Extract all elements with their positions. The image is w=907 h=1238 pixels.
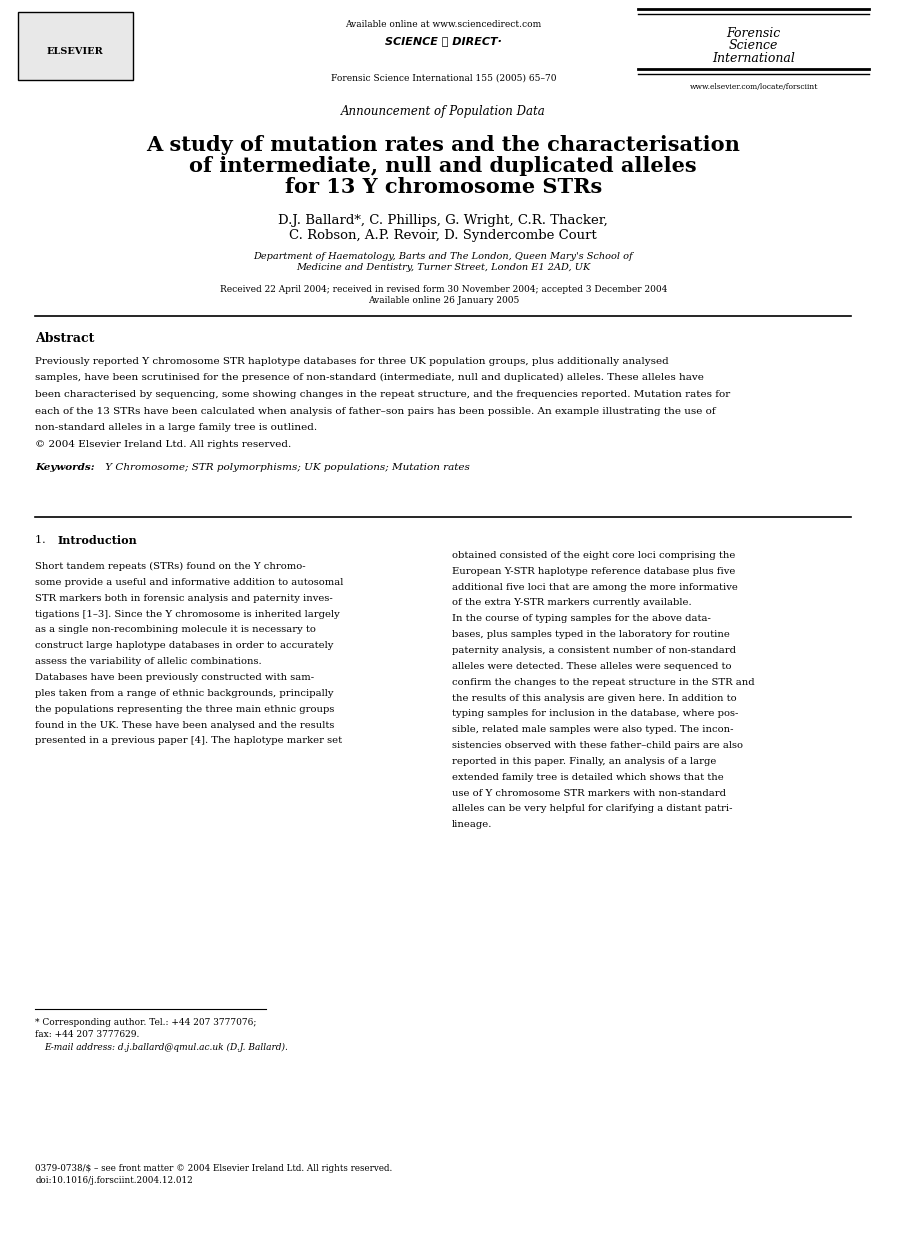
Text: obtained consisted of the eight core loci comprising the: obtained consisted of the eight core loc… bbox=[453, 551, 736, 560]
Text: sible, related male samples were also typed. The incon-: sible, related male samples were also ty… bbox=[453, 725, 734, 734]
Text: Available online at www.sciencedirect.com: Available online at www.sciencedirect.co… bbox=[346, 20, 541, 30]
Text: as a single non-recombining molecule it is necessary to: as a single non-recombining molecule it … bbox=[35, 625, 317, 634]
Text: each of the 13 STRs have been calculated when analysis of father–son pairs has b: each of the 13 STRs have been calculated… bbox=[35, 406, 717, 416]
Text: reported in this paper. Finally, an analysis of a large: reported in this paper. Finally, an anal… bbox=[453, 756, 717, 766]
Text: ples taken from a range of ethnic backgrounds, principally: ples taken from a range of ethnic backgr… bbox=[35, 688, 334, 698]
Text: typing samples for inclusion in the database, where pos-: typing samples for inclusion in the data… bbox=[453, 709, 738, 718]
Text: D.J. Ballard*, C. Phillips, G. Wright, C.R. Thacker,: D.J. Ballard*, C. Phillips, G. Wright, C… bbox=[278, 214, 609, 227]
Text: International: International bbox=[712, 52, 795, 64]
Text: Previously reported Y chromosome STR haplotype databases for three UK population: Previously reported Y chromosome STR hap… bbox=[35, 357, 669, 365]
Text: C. Robson, A.P. Revoir, D. Syndercombe Court: C. Robson, A.P. Revoir, D. Syndercombe C… bbox=[289, 229, 597, 241]
Text: Medicine and Dentistry, Turner Street, London E1 2AD, UK: Medicine and Dentistry, Turner Street, L… bbox=[297, 262, 590, 272]
Text: fax: +44 207 3777629.: fax: +44 207 3777629. bbox=[35, 1030, 140, 1039]
Text: the results of this analysis are given here. In addition to: the results of this analysis are given h… bbox=[453, 693, 736, 702]
Text: Abstract: Abstract bbox=[35, 332, 95, 345]
Text: been characterised by sequencing, some showing changes in the repeat structure, : been characterised by sequencing, some s… bbox=[35, 390, 731, 399]
Text: Science: Science bbox=[729, 40, 778, 52]
Text: sistencies observed with these father–child pairs are also: sistencies observed with these father–ch… bbox=[453, 742, 743, 750]
Text: Introduction: Introduction bbox=[58, 535, 137, 546]
Text: use of Y chromosome STR markers with non-standard: use of Y chromosome STR markers with non… bbox=[453, 789, 727, 797]
Text: samples, have been scrutinised for the presence of non-standard (intermediate, n: samples, have been scrutinised for the p… bbox=[35, 374, 705, 383]
Text: confirm the changes to the repeat structure in the STR and: confirm the changes to the repeat struct… bbox=[453, 677, 755, 687]
Text: © 2004 Elsevier Ireland Ltd. All rights reserved.: © 2004 Elsevier Ireland Ltd. All rights … bbox=[35, 439, 292, 449]
Text: bases, plus samples typed in the laboratory for routine: bases, plus samples typed in the laborat… bbox=[453, 630, 730, 639]
Text: alleles can be very helpful for clarifying a distant patri-: alleles can be very helpful for clarifyi… bbox=[453, 805, 733, 813]
Text: additional five loci that are among the more informative: additional five loci that are among the … bbox=[453, 583, 738, 592]
Text: paternity analysis, a consistent number of non-standard: paternity analysis, a consistent number … bbox=[453, 646, 736, 655]
Text: Keywords:: Keywords: bbox=[35, 463, 95, 472]
Text: Short tandem repeats (STRs) found on the Y chromo-: Short tandem repeats (STRs) found on the… bbox=[35, 562, 306, 571]
Text: of intermediate, null and duplicated alleles: of intermediate, null and duplicated all… bbox=[190, 156, 697, 176]
Text: In the course of typing samples for the above data-: In the course of typing samples for the … bbox=[453, 614, 711, 623]
Text: SCIENCE ⓓ DIRECT·: SCIENCE ⓓ DIRECT· bbox=[385, 36, 502, 46]
Text: 1.: 1. bbox=[35, 535, 54, 545]
Text: for 13 Y chromosome STRs: for 13 Y chromosome STRs bbox=[285, 177, 602, 197]
Text: * Corresponding author. Tel.: +44 207 3777076;: * Corresponding author. Tel.: +44 207 37… bbox=[35, 1018, 257, 1026]
Text: construct large haplotype databases in order to accurately: construct large haplotype databases in o… bbox=[35, 641, 334, 650]
Text: extended family tree is detailed which shows that the: extended family tree is detailed which s… bbox=[453, 773, 724, 781]
Text: found in the UK. These have been analysed and the results: found in the UK. These have been analyse… bbox=[35, 721, 335, 729]
Text: presented in a previous paper [4]. The haplotype marker set: presented in a previous paper [4]. The h… bbox=[35, 737, 343, 745]
Text: ELSEVIER: ELSEVIER bbox=[47, 47, 103, 57]
Text: assess the variability of allelic combinations.: assess the variability of allelic combin… bbox=[35, 657, 262, 666]
Text: Announcement of Population Data: Announcement of Population Data bbox=[341, 105, 546, 118]
Text: Received 22 April 2004; received in revised form 30 November 2004; accepted 3 De: Received 22 April 2004; received in revi… bbox=[219, 285, 667, 295]
Text: doi:10.1016/j.forsciint.2004.12.012: doi:10.1016/j.forsciint.2004.12.012 bbox=[35, 1176, 193, 1185]
Text: tigations [1–3]. Since the Y chromosome is inherited largely: tigations [1–3]. Since the Y chromosome … bbox=[35, 609, 340, 619]
Text: of the extra Y-STR markers currently available.: of the extra Y-STR markers currently ava… bbox=[453, 598, 692, 608]
FancyBboxPatch shape bbox=[18, 12, 133, 80]
Text: Forensic Science International 155 (2005) 65–70: Forensic Science International 155 (2005… bbox=[330, 73, 556, 83]
Text: Databases have been previously constructed with sam-: Databases have been previously construct… bbox=[35, 673, 315, 682]
Text: European Y-STR haplotype reference database plus five: European Y-STR haplotype reference datab… bbox=[453, 567, 736, 576]
Text: A study of mutation rates and the characterisation: A study of mutation rates and the charac… bbox=[146, 135, 740, 155]
Text: www.elsevier.com/locate/forsciint: www.elsevier.com/locate/forsciint bbox=[689, 83, 818, 90]
Text: some provide a useful and informative addition to autosomal: some provide a useful and informative ad… bbox=[35, 578, 344, 587]
Text: E-mail address: d.j.ballard@qmul.ac.uk (D.J. Ballard).: E-mail address: d.j.ballard@qmul.ac.uk (… bbox=[44, 1042, 288, 1051]
Text: Available online 26 January 2005: Available online 26 January 2005 bbox=[367, 296, 519, 306]
Text: STR markers both in forensic analysis and paternity inves-: STR markers both in forensic analysis an… bbox=[35, 594, 333, 603]
Text: the populations representing the three main ethnic groups: the populations representing the three m… bbox=[35, 704, 335, 713]
Text: Y Chromosome; STR polymorphisms; UK populations; Mutation rates: Y Chromosome; STR polymorphisms; UK popu… bbox=[102, 463, 470, 472]
Text: Forensic: Forensic bbox=[727, 27, 781, 40]
Text: Department of Haematology, Barts and The London, Queen Mary's School of: Department of Haematology, Barts and The… bbox=[253, 251, 633, 261]
Text: lineage.: lineage. bbox=[453, 821, 493, 829]
Text: 0379-0738/$ – see front matter © 2004 Elsevier Ireland Ltd. All rights reserved.: 0379-0738/$ – see front matter © 2004 El… bbox=[35, 1164, 393, 1172]
Text: non-standard alleles in a large family tree is outlined.: non-standard alleles in a large family t… bbox=[35, 423, 317, 432]
Text: alleles were detected. These alleles were sequenced to: alleles were detected. These alleles wer… bbox=[453, 662, 732, 671]
